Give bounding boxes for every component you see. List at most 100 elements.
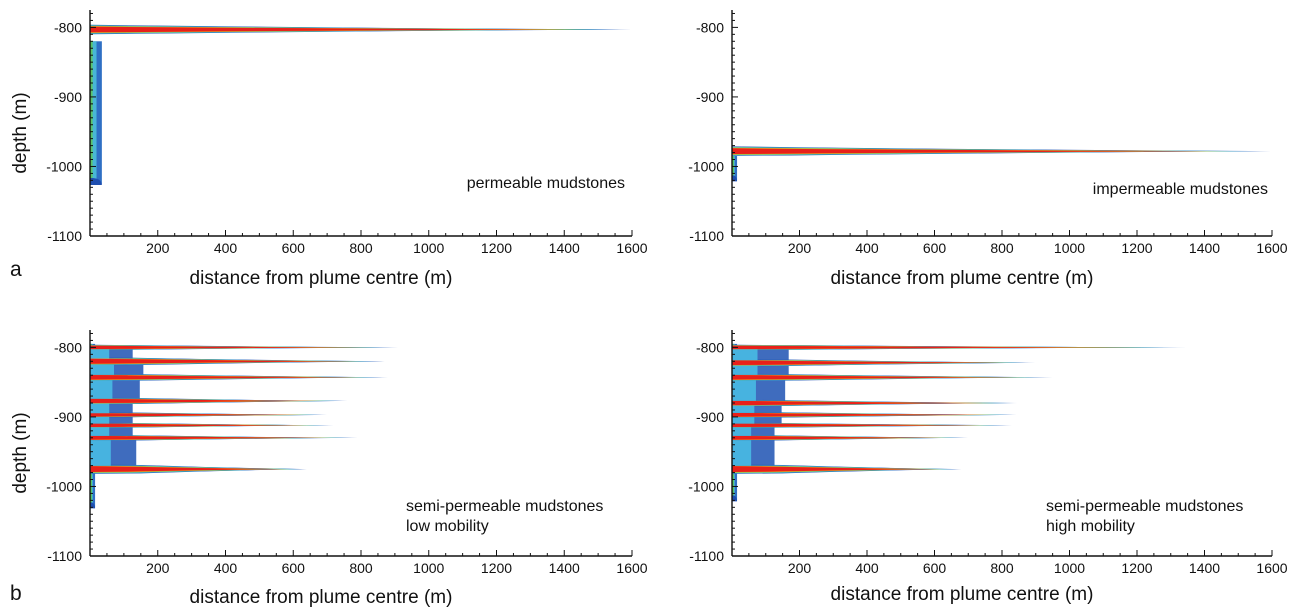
x-tick-label: 1200 — [481, 240, 512, 256]
plume-finger — [90, 364, 389, 382]
plume-pool — [90, 403, 133, 414]
plume-finger-layer — [732, 435, 940, 440]
y-tick-label: -1000 — [46, 158, 82, 174]
x-tick-label: 1000 — [1054, 240, 1085, 256]
plume-finger-layer — [732, 466, 934, 472]
x-tick-label: 400 — [855, 240, 879, 256]
plume-pool-core — [732, 365, 758, 375]
x-axis-title: distance from plume centre (m) — [190, 587, 453, 608]
x-tick-label: 200 — [146, 560, 170, 576]
plume-finger — [90, 380, 348, 405]
plume-pool-core — [732, 349, 758, 361]
x-tick-label: 800 — [990, 560, 1014, 576]
plume-finger-layer — [732, 423, 979, 428]
y-tick-label: -1000 — [46, 478, 82, 494]
plume-column-tip — [90, 177, 102, 186]
x-tick-label: 600 — [282, 560, 306, 576]
plume-pool — [90, 349, 133, 359]
plume-finger — [732, 344, 1188, 350]
x-axis-title: distance from plume centre (m) — [190, 268, 453, 289]
plume-pool-core — [90, 427, 110, 436]
x-tick-label: 1600 — [1256, 240, 1287, 256]
plume-finger — [90, 344, 399, 350]
plume-finger-layer — [90, 358, 350, 364]
x-tick-label: 1000 — [1054, 560, 1085, 576]
plume-pool-core — [732, 440, 752, 466]
plume-finger — [732, 365, 1053, 382]
plume-pool-core — [90, 349, 110, 359]
y-tick-label: -900 — [54, 409, 82, 425]
plume-finger — [90, 403, 328, 418]
plume-finger-layer — [90, 413, 299, 417]
plume-pool-core — [90, 364, 115, 375]
y-tick-label: -1100 — [689, 228, 724, 244]
plume-finger — [732, 349, 1036, 367]
x-tick-label: 1200 — [481, 560, 512, 576]
panel-annotation: semi-permeable mudstones — [406, 498, 603, 515]
plume-column-tip — [732, 175, 738, 182]
plume-pool-core — [90, 416, 110, 424]
plume-finger-layer — [90, 435, 326, 440]
y-axis-title: depth (m) — [10, 412, 31, 493]
x-tick-label: 1200 — [1121, 240, 1152, 256]
plume-pool — [732, 365, 789, 375]
y-tick-label: -900 — [696, 409, 724, 425]
plume-pool — [90, 427, 133, 436]
plume-pool-core — [90, 440, 111, 466]
x-tick-label: 200 — [788, 560, 812, 576]
y-tick-label: -800 — [54, 19, 82, 35]
plume-pool-core — [90, 380, 113, 399]
panel-annotation: semi-permeable mudstones — [1046, 498, 1243, 515]
y-tick-label: -1100 — [47, 228, 82, 244]
x-tick-label: 1400 — [549, 240, 580, 256]
plume-finger-layer — [732, 412, 985, 417]
plume-finger — [732, 405, 1019, 418]
plume-finger — [732, 417, 1013, 428]
plume-finger-layer — [732, 345, 1133, 350]
plume-column-centre — [90, 41, 93, 184]
plume-pool — [90, 364, 144, 375]
plume-finger — [90, 440, 307, 474]
plume-finger — [732, 146, 1272, 156]
x-tick-label: 800 — [349, 240, 373, 256]
plume-pool — [90, 416, 133, 424]
plume-column-centre — [732, 156, 734, 181]
x-tick-label: 1200 — [1121, 560, 1152, 576]
plume-finger — [90, 349, 385, 366]
plume-finger-layer — [732, 148, 1208, 155]
x-tick-label: 200 — [788, 240, 812, 256]
plume-pool — [732, 405, 782, 413]
plume-pool — [732, 427, 775, 436]
x-axis-title: distance from plume centre (m) — [831, 268, 1094, 289]
plume-finger-layer — [90, 374, 353, 380]
panel-annotation: permeable mudstones — [467, 175, 625, 192]
x-axis-title: distance from plume centre (m) — [831, 584, 1094, 605]
y-tick-label: -800 — [696, 19, 724, 35]
x-tick-label: 400 — [214, 560, 238, 576]
x-tick-label: 1600 — [1256, 560, 1287, 576]
plume-finger — [90, 416, 334, 428]
x-tick-label: 600 — [923, 240, 947, 256]
panel-annotation: impermeable mudstones — [1093, 181, 1268, 198]
x-tick-label: 1600 — [616, 240, 647, 256]
x-tick-label: 400 — [855, 560, 879, 576]
y-axis-title: depth (m) — [10, 92, 31, 173]
plume-finger-layer — [90, 466, 281, 472]
y-tick-label: -1100 — [47, 548, 82, 564]
plume-finger — [90, 24, 632, 35]
chart-panel-3: 200 400 600 800 1000 1200 1400 1600 -800 -900 -100… — [10, 330, 648, 608]
chart-panel-2: 200 400 600 800 1000 1200 1400 1600 -800 -900 -100… — [688, 10, 1288, 289]
x-tick-label: 1400 — [1189, 560, 1220, 576]
plume-finger-layer — [732, 360, 1000, 366]
plume-pool-core — [732, 427, 752, 436]
plume-finger-layer — [90, 26, 567, 33]
y-tick-label: -800 — [696, 339, 724, 355]
plume-finger — [732, 427, 969, 441]
plume-pool-core — [732, 405, 755, 413]
x-tick-label: 1000 — [413, 560, 444, 576]
x-tick-label: 1400 — [549, 560, 580, 576]
plume-finger-layer — [90, 345, 362, 350]
plume-column-core — [90, 41, 97, 184]
plume-pool-core — [90, 403, 110, 414]
